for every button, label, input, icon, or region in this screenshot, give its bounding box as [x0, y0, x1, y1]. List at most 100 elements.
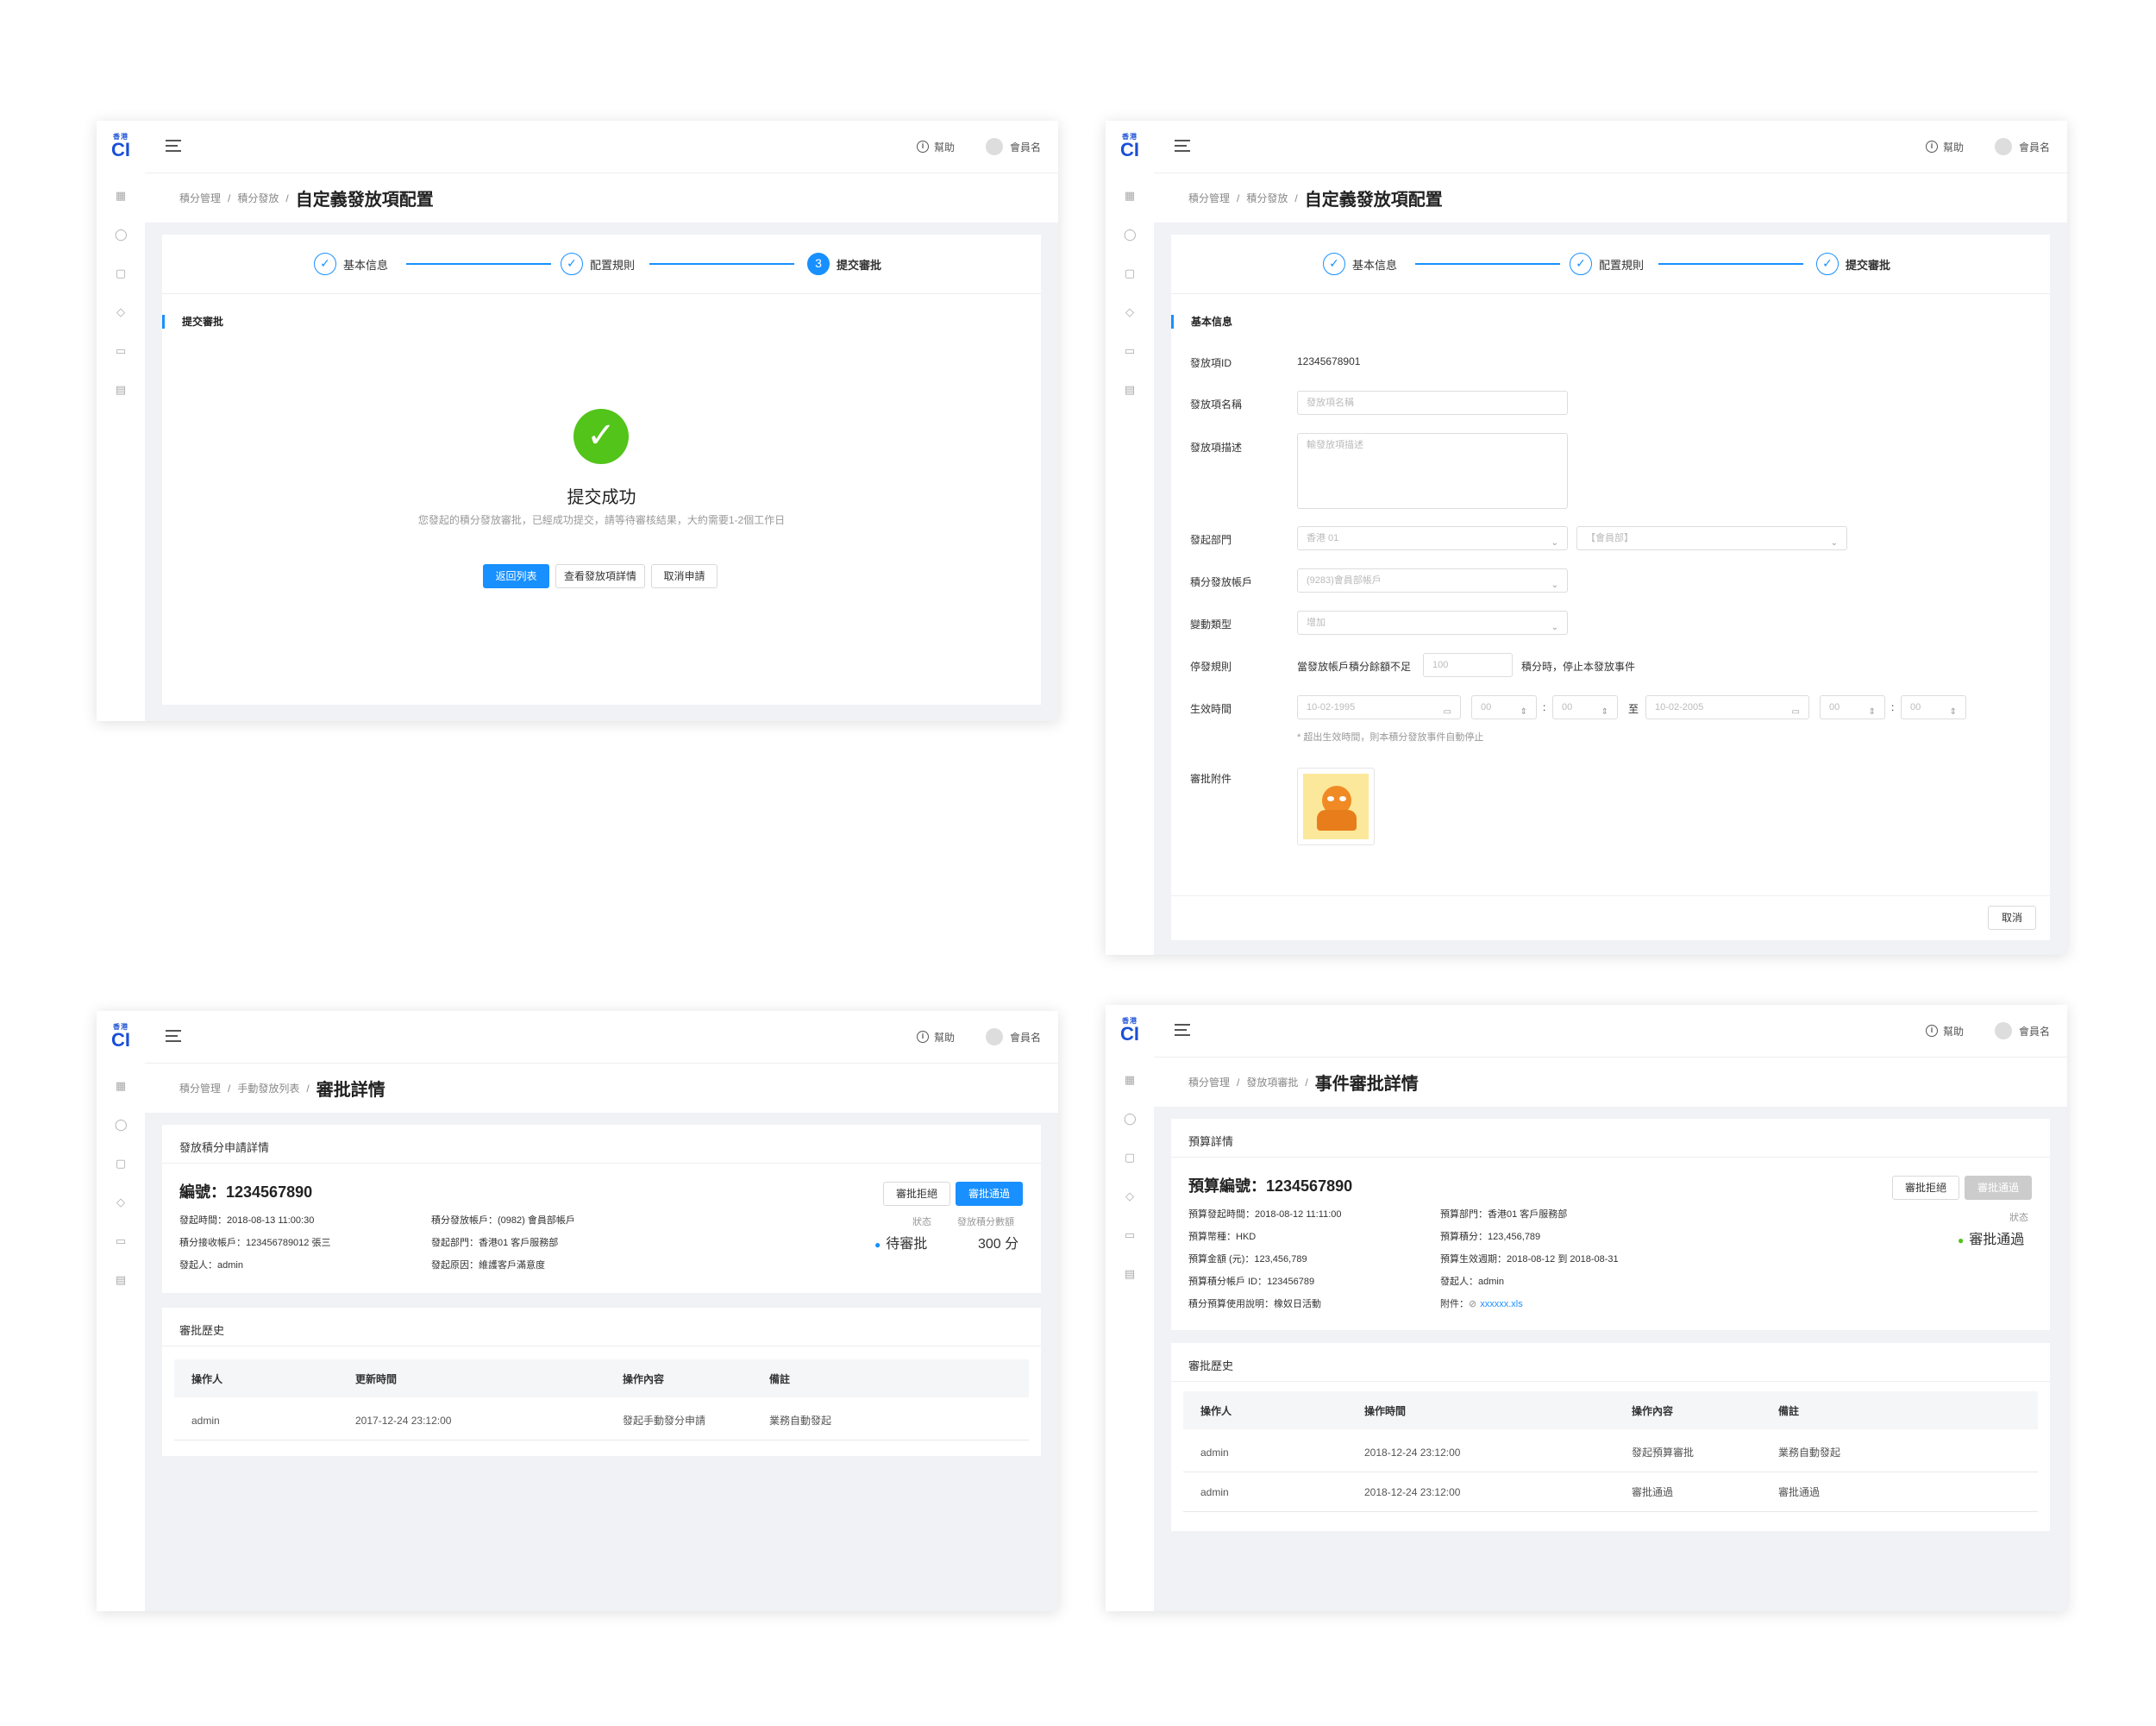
menu-toggle-icon[interactable] — [1175, 140, 1192, 154]
document-icon[interactable]: ▤ — [115, 383, 127, 396]
info-reason: 發起原因：維護客戶滿意度 — [431, 1260, 545, 1271]
calendar-icon[interactable]: ▭ — [115, 344, 127, 357]
shield-icon[interactable]: ◇ — [116, 1196, 125, 1208]
document-icon[interactable]: ▤ — [115, 1273, 127, 1286]
status-dot-icon: ● — [1958, 1234, 1965, 1246]
step-rules: ✓ 配置規則 — [561, 235, 635, 293]
dashboard-icon[interactable]: ▦ — [1124, 189, 1136, 202]
end-date-input[interactable]: 10-02-2005 ▭ — [1645, 695, 1809, 719]
breadcrumb-item[interactable]: 積分發放 — [1246, 192, 1288, 204]
calendar-icon[interactable]: ▭ — [1124, 344, 1136, 357]
user-name[interactable]: 會員名 — [2018, 1025, 2050, 1038]
app-logo[interactable]: 香港 CI — [111, 1023, 130, 1051]
info-initiator: 發起人：admin — [1440, 1277, 1504, 1287]
breadcrumb-item[interactable]: 積分管理 — [179, 1083, 222, 1095]
shield-icon[interactable]: ◇ — [1125, 305, 1134, 318]
help-link[interactable]: 幫助 — [933, 1031, 955, 1044]
approve-button[interactable]: 審批通過 — [956, 1182, 1023, 1206]
breadcrumb-item[interactable]: 積分管理 — [1188, 192, 1231, 204]
breadcrumb-item[interactable]: 積分發放 — [237, 192, 279, 204]
help-icon[interactable]: i — [916, 141, 929, 153]
help-link[interactable]: 幫助 — [1942, 1025, 1964, 1038]
shield-icon[interactable]: ◇ — [116, 305, 125, 318]
dept-sub-select[interactable]: 【會員部】 ⌄ — [1576, 526, 1847, 550]
reject-button[interactable]: 審批拒絕 — [1892, 1176, 1959, 1200]
status-label: 狀态 — [912, 1217, 931, 1227]
name-input[interactable]: 發放項名稱 — [1297, 391, 1568, 415]
attachment-link[interactable]: xxxxxx.xls — [1480, 1299, 1523, 1309]
document-icon[interactable]: ▤ — [1124, 1267, 1136, 1280]
type-label: 變動類型 — [1190, 618, 1232, 631]
calendar-icon: ▭ — [1791, 707, 1800, 717]
start-date-input[interactable]: 10-02-1995 ▭ — [1297, 695, 1461, 719]
calendar-icon[interactable]: ▭ — [115, 1234, 127, 1247]
breadcrumb-item[interactable]: 積分管理 — [1188, 1076, 1231, 1089]
lock-icon[interactable]: ▢ — [1124, 1151, 1136, 1164]
dept-select[interactable]: 香港 01 ⌄ — [1297, 526, 1568, 550]
dashboard-icon[interactable]: ▦ — [115, 189, 127, 202]
end-minute-stepper[interactable]: 00 ⇕ — [1901, 695, 1966, 719]
account-select[interactable]: (9283)會員部帳戶 ⌄ — [1297, 568, 1568, 593]
breadcrumb-item[interactable]: 積分管理 — [179, 192, 222, 204]
lock-icon[interactable]: ▢ — [1124, 267, 1136, 279]
back-to-list-button[interactable]: 返回列表 — [483, 564, 549, 588]
avatar[interactable] — [1994, 138, 2012, 155]
calendar-icon[interactable]: ▭ — [1124, 1228, 1136, 1241]
start-hour-stepper[interactable]: 00 ⇕ — [1471, 695, 1537, 719]
step-basic: ✓ 基本信息 — [314, 235, 388, 293]
stepper-arrows-icon: ⇕ — [1520, 707, 1527, 717]
dashboard-icon[interactable]: ▦ — [1124, 1073, 1136, 1086]
end-hour-stepper[interactable]: 00 ⇕ — [1820, 695, 1885, 719]
stop-threshold-input[interactable]: 100 — [1423, 653, 1513, 677]
cancel-request-button[interactable]: 取消申請 — [651, 564, 718, 588]
view-detail-button[interactable]: 查看發放項詳情 — [555, 564, 645, 588]
avatar[interactable] — [985, 1028, 1003, 1045]
shield-icon[interactable]: ◇ — [1125, 1189, 1134, 1202]
document-icon[interactable]: ▤ — [1124, 383, 1136, 396]
dashboard-icon[interactable]: ▦ — [115, 1079, 127, 1092]
app-logo[interactable]: 香港 CI — [111, 133, 130, 160]
cancel-button[interactable]: 取消 — [1988, 906, 2036, 930]
info-start-time: 發起時間：2018-08-13 11:00:30 — [179, 1215, 315, 1226]
desc-textarea[interactable]: 輸發放項描述 — [1297, 433, 1568, 509]
time-note: * 超出生效時間，則本積分發放事件自動停止 — [1297, 732, 1484, 743]
menu-toggle-icon[interactable] — [166, 140, 183, 154]
lock-icon[interactable]: ▢ — [115, 1157, 127, 1170]
sidebar: ▦ ◯ ▢ ◇ ▭ ▤ — [1106, 173, 1154, 955]
breadcrumb-item[interactable]: 手動發放列表 — [237, 1083, 300, 1095]
type-select[interactable]: 增加 ⌄ — [1297, 611, 1568, 635]
lock-icon[interactable]: ▢ — [115, 267, 127, 279]
user-name[interactable]: 會員名 — [1009, 141, 1041, 154]
approve-button[interactable]: 審批通過 — [1965, 1176, 2032, 1200]
help-link[interactable]: 幫助 — [933, 141, 955, 154]
help-icon[interactable]: i — [1925, 141, 1938, 153]
attachment-thumbnail[interactable] — [1297, 768, 1375, 845]
avatar[interactable] — [1994, 1022, 2012, 1039]
submit-card: ✓ 基本信息 ✓ 配置規則 3 提交審批 提交審批 ✓ 提交成功 您發起的積分發放審批… — [162, 235, 1041, 705]
start-minute-stepper[interactable]: 00 ⇕ — [1552, 695, 1618, 719]
page-title: 自定義發放項配置 — [1304, 191, 1443, 210]
menu-toggle-icon[interactable] — [1175, 1024, 1192, 1038]
budget-card: 預算詳情 預算編號：1234567890 審批拒絕 審批通過 預算發起時間：20… — [1171, 1119, 2050, 1330]
user-icon[interactable]: ◯ — [1124, 1112, 1137, 1125]
breadcrumb-item[interactable]: 發放項審批 — [1246, 1076, 1299, 1089]
history-title: 審批歷史 — [1188, 1359, 1234, 1372]
reject-button[interactable]: 審批拒絕 — [883, 1182, 950, 1206]
app-logo[interactable]: 香港 CI — [1120, 133, 1139, 160]
help-icon[interactable]: i — [1925, 1025, 1938, 1037]
avatar[interactable] — [985, 138, 1003, 155]
help-link[interactable]: 幫助 — [1942, 141, 1964, 154]
help-icon[interactable]: i — [916, 1031, 929, 1043]
user-icon[interactable]: ◯ — [115, 1118, 128, 1131]
user-name[interactable]: 會員名 — [2018, 141, 2050, 154]
info-department: 預算部門：香港01 客戶服務部 — [1440, 1209, 1568, 1220]
menu-toggle-icon[interactable] — [166, 1030, 183, 1044]
app-logo[interactable]: 香港 CI — [1120, 1017, 1139, 1045]
desc-label: 發放項描述 — [1190, 442, 1243, 454]
stepper-arrows-icon: ⇕ — [1868, 707, 1876, 717]
user-icon[interactable]: ◯ — [115, 228, 128, 241]
user-icon[interactable]: ◯ — [1124, 228, 1137, 241]
config-card: ✓ 基本信息 ✓ 配置規則 ✓ 提交審批 基本信息 發放項ID 12345678901… — [1171, 235, 2050, 940]
history-card: 審批歷史 操作人 更新時間 操作內容 備註 admin 2017-12-24 2… — [162, 1308, 1041, 1456]
user-name[interactable]: 會員名 — [1009, 1031, 1041, 1044]
